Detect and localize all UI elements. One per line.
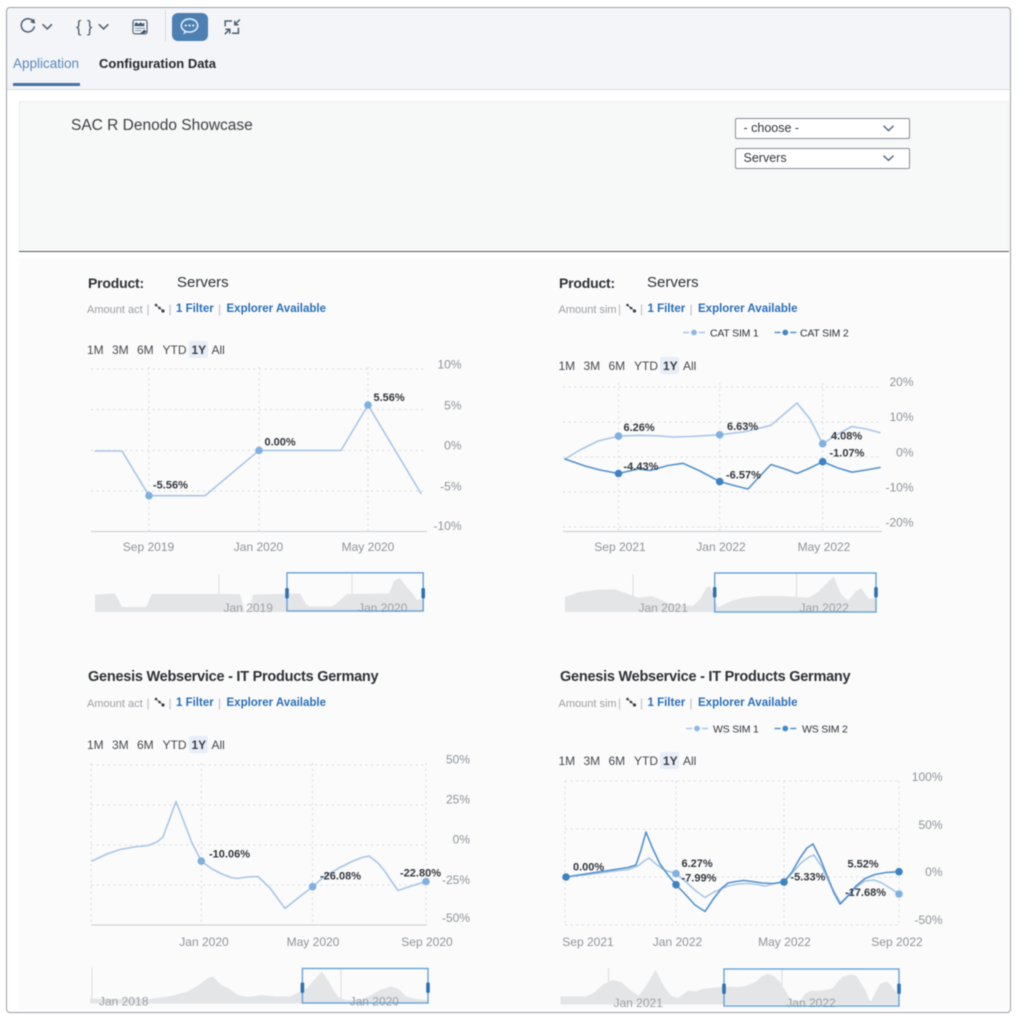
svg-text:Jan 2020: Jan 2020	[358, 601, 408, 615]
svg-text:10%: 10%	[889, 410, 913, 424]
svg-text:Jan 2019: Jan 2019	[224, 601, 274, 615]
svg-text:Jan 2021: Jan 2021	[639, 601, 689, 615]
svg-text:-17.68%: -17.68%	[845, 887, 886, 899]
svg-text:May 2022: May 2022	[798, 540, 851, 554]
svg-text:0%: 0%	[444, 439, 462, 453]
svg-text:5.52%: 5.52%	[848, 859, 879, 871]
svg-text:-4.43%: -4.43%	[624, 461, 659, 473]
svg-text:-1.07%: -1.07%	[830, 448, 865, 460]
svg-text:25%: 25%	[446, 793, 470, 807]
svg-text:-22.80%: -22.80%	[400, 868, 441, 880]
svg-text:Jan 2022: Jan 2022	[786, 996, 836, 1010]
svg-text:May 2020: May 2020	[287, 935, 340, 949]
svg-text:Jan 2022: Jan 2022	[696, 540, 746, 554]
svg-text:4.08%: 4.08%	[831, 431, 862, 443]
svg-text:CAT SIM 1: CAT SIM 1	[710, 328, 759, 340]
svg-text:Sep 2022: Sep 2022	[871, 935, 923, 949]
svg-text:6.63%: 6.63%	[727, 421, 758, 433]
svg-text:-5.33%: -5.33%	[791, 872, 826, 884]
svg-text:20%: 20%	[889, 375, 913, 389]
svg-text:WS SIM 1: WS SIM 1	[713, 724, 759, 736]
svg-text:Jan 2021: Jan 2021	[614, 996, 664, 1010]
svg-text:-10%: -10%	[885, 481, 913, 495]
svg-text:-50%: -50%	[914, 913, 942, 927]
svg-text:Jan 2022: Jan 2022	[800, 601, 850, 615]
svg-text:-7.99%: -7.99%	[682, 873, 717, 885]
svg-text:-10%: -10%	[433, 519, 461, 533]
svg-text:0.00%: 0.00%	[265, 437, 296, 449]
svg-text:Sep 2020: Sep 2020	[401, 935, 453, 949]
svg-text:6.27%: 6.27%	[682, 858, 713, 870]
svg-text:-50%: -50%	[442, 911, 470, 925]
svg-text:-10.06%: -10.06%	[209, 849, 250, 861]
svg-text:Jan 2018: Jan 2018	[99, 995, 149, 1009]
svg-text:-25%: -25%	[442, 873, 470, 887]
svg-text:Sep 2019: Sep 2019	[123, 540, 175, 554]
svg-text:Sep 2021: Sep 2021	[562, 935, 614, 949]
svg-text:Jan 2022: Jan 2022	[653, 935, 703, 949]
svg-text:May 2022: May 2022	[758, 935, 811, 949]
svg-text:0%: 0%	[896, 446, 914, 460]
svg-text:Jan 2020: Jan 2020	[350, 995, 400, 1009]
svg-text:0%: 0%	[925, 865, 943, 879]
svg-text:WS SIM 2: WS SIM 2	[802, 724, 848, 736]
svg-text:-6.57%: -6.57%	[726, 470, 761, 482]
svg-text:100%: 100%	[912, 770, 943, 784]
svg-text:Jan 2020: Jan 2020	[234, 540, 284, 554]
svg-text:-5.56%: -5.56%	[153, 480, 188, 492]
svg-text:0%: 0%	[453, 833, 471, 847]
svg-text:CAT SIM 2: CAT SIM 2	[800, 328, 849, 340]
svg-text:-26.08%: -26.08%	[320, 871, 361, 883]
svg-text:5%: 5%	[444, 399, 462, 413]
svg-text:6.26%: 6.26%	[624, 422, 655, 434]
svg-text:{ }: { }	[76, 18, 94, 36]
svg-text:50%: 50%	[918, 818, 942, 832]
svg-text:-20%: -20%	[885, 516, 913, 530]
svg-text:0.00%: 0.00%	[573, 862, 604, 874]
svg-text:10%: 10%	[437, 358, 461, 372]
svg-text:-5%: -5%	[440, 480, 462, 494]
svg-text:Jan 2020: Jan 2020	[179, 935, 229, 949]
svg-text:50%: 50%	[446, 753, 470, 767]
svg-text:May 2020: May 2020	[342, 540, 395, 554]
svg-text:Sep 2021: Sep 2021	[594, 540, 646, 554]
svg-text:5.56%: 5.56%	[374, 392, 405, 404]
